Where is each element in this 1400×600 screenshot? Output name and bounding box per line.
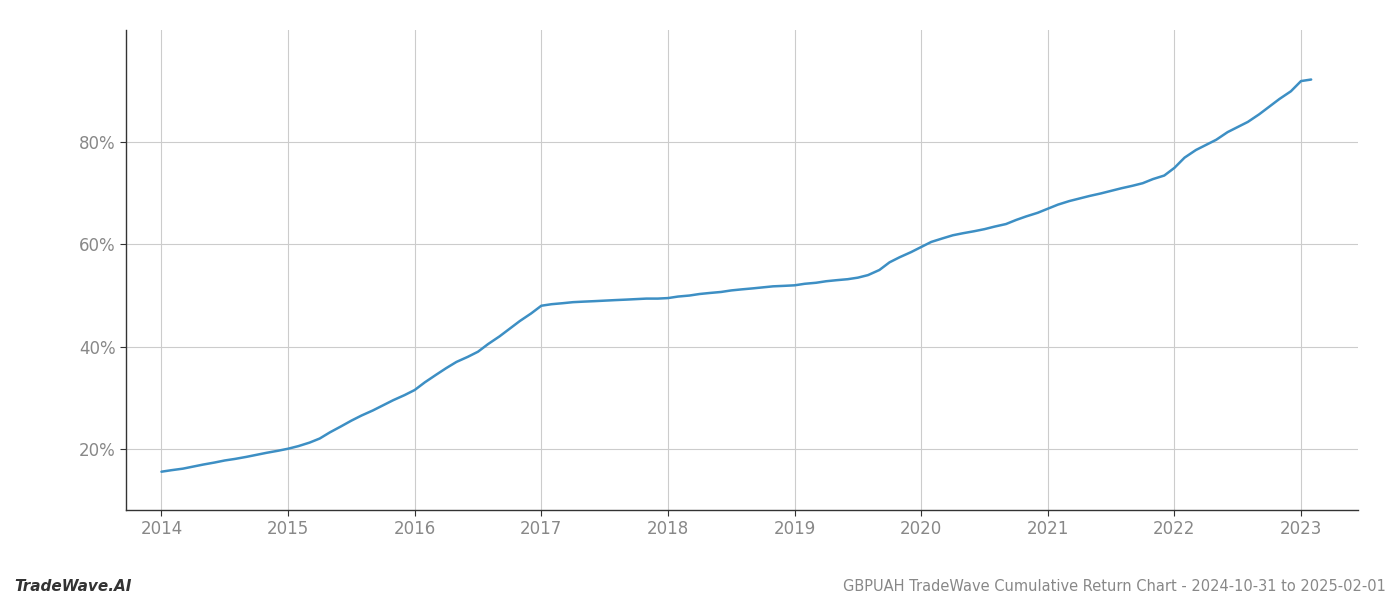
Text: TradeWave.AI: TradeWave.AI: [14, 579, 132, 594]
Text: GBPUAH TradeWave Cumulative Return Chart - 2024-10-31 to 2025-02-01: GBPUAH TradeWave Cumulative Return Chart…: [843, 579, 1386, 594]
